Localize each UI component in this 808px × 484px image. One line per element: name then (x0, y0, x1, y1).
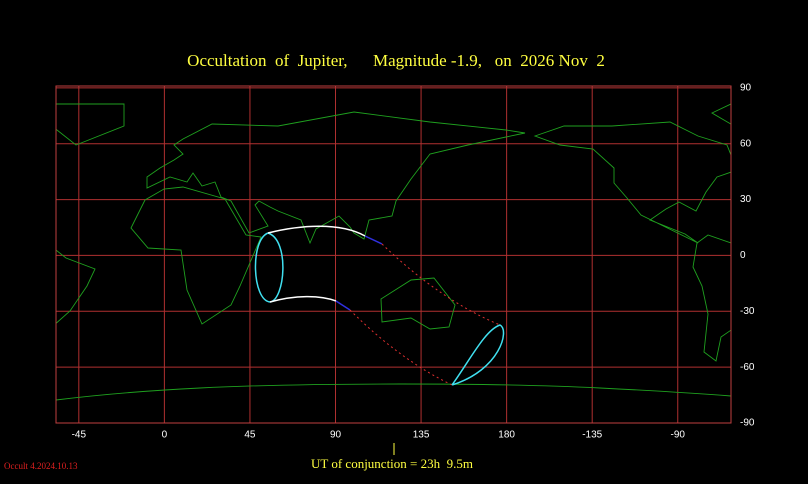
coastlines (56, 103, 731, 401)
north-america (533, 121, 731, 244)
lat-tick-label: 60 (740, 138, 752, 149)
path-edge (269, 295, 337, 303)
lat-tick-label: -90 (740, 418, 755, 429)
australia (380, 277, 456, 330)
lat-tick-label: -60 (740, 362, 755, 373)
version-label: Occult 4.2024.10.13 (4, 461, 78, 471)
eurasia (146, 111, 526, 245)
map-frame (55, 85, 732, 424)
lon-tick-label: 180 (498, 430, 515, 441)
path-limit (451, 324, 505, 386)
occultation-path (254, 225, 505, 386)
antarctica (56, 383, 731, 401)
lon-tick-label: -45 (72, 430, 87, 441)
path-edge (267, 225, 366, 237)
map-title: Occultation of Jupiter, Magnitude -1.9, … (187, 51, 605, 70)
lon-tick-label: 0 (162, 430, 168, 441)
grid (56, 86, 731, 424)
lat-tick-label: 0 (740, 250, 746, 261)
lon-tick-label: 135 (413, 430, 430, 441)
path-edge (364, 235, 383, 245)
lat-tick-label: -30 (740, 306, 755, 317)
path-edge (381, 243, 501, 326)
africa (130, 186, 262, 325)
path-edge (335, 300, 351, 311)
lat-tick-label: 90 (740, 83, 752, 94)
lon-tick-label: 90 (330, 430, 342, 441)
south-america (56, 103, 125, 324)
path-edge (349, 309, 453, 386)
lon-tick-label: -90 (671, 430, 686, 441)
lon-tick-label: 45 (244, 430, 256, 441)
conjunction-time: UT of conjunction = 23h 9.5m (311, 456, 473, 471)
lon-tick-label: -135 (582, 430, 602, 441)
lat-tick-label: 30 (740, 194, 752, 205)
